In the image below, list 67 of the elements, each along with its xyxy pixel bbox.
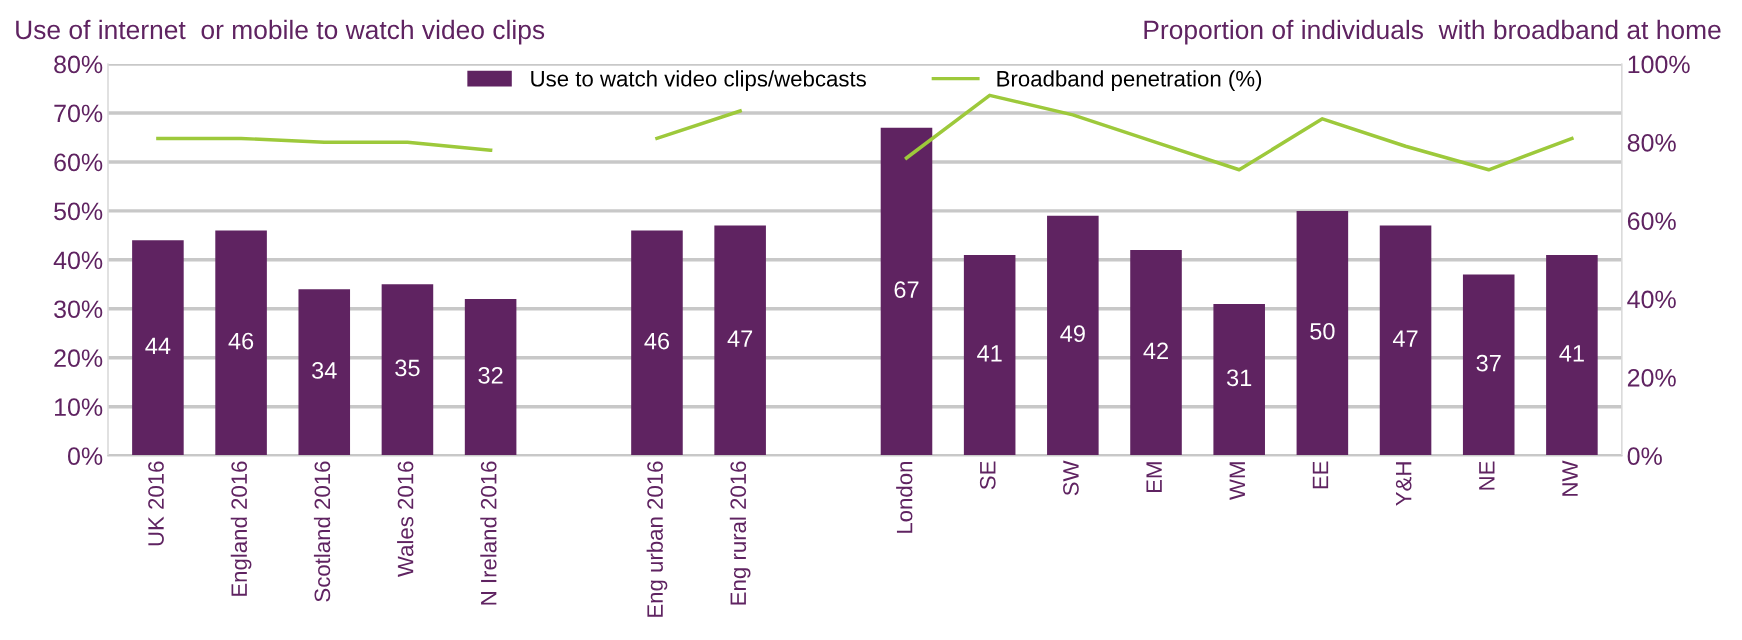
bar — [381, 284, 434, 456]
x-tick-label: Eng urban 2016 — [646, 461, 668, 617]
y2-tick-label: 60% — [1627, 212, 1676, 230]
bar — [1379, 225, 1432, 456]
x-tick-label: EM — [1146, 462, 1162, 493]
x-tick-label: Scotland 2016 — [313, 461, 331, 602]
bar — [464, 299, 517, 456]
bar — [215, 230, 267, 456]
data-label: 42 — [1143, 342, 1168, 359]
bar — [714, 225, 766, 456]
data-label: 44 — [145, 337, 171, 355]
x-tick-label: Y&H — [1395, 462, 1412, 506]
y-tick-label: 0% — [67, 447, 103, 465]
data-label: 41 — [1559, 345, 1584, 362]
data-label: 34 — [312, 362, 337, 379]
y2-tick-label: 0% — [1627, 447, 1662, 465]
data-label: 37 — [1476, 354, 1501, 372]
data-label: 47 — [727, 330, 753, 347]
x-tick-label: NW — [1562, 460, 1578, 496]
legend-label: Broadband penetration (%) — [997, 70, 1262, 92]
data-label: 47 — [1392, 330, 1418, 347]
data-label: 32 — [478, 366, 503, 384]
data-label: 50 — [1310, 322, 1335, 340]
y-tick-label: 30% — [54, 300, 103, 319]
y2-tick-label: 80% — [1627, 133, 1676, 152]
x-tick-label: EE — [1312, 461, 1329, 489]
data-label: 67 — [894, 281, 919, 298]
bar — [1546, 254, 1598, 456]
y-tick-label: 60% — [54, 153, 103, 172]
x-tick-label: UK 2016 — [148, 461, 164, 546]
y2-tick-label: 20% — [1627, 368, 1676, 387]
x-tick-label: London — [896, 461, 913, 533]
bar — [880, 127, 933, 456]
data-label: 49 — [1060, 325, 1085, 343]
bar — [132, 240, 184, 456]
y2-tick-label: 40% — [1627, 290, 1676, 309]
data-label: 46 — [228, 332, 254, 350]
bar — [1296, 210, 1349, 456]
data-label: 46 — [644, 332, 670, 350]
x-tick-label: NE — [1479, 461, 1495, 490]
y-tick-label: 40% — [53, 251, 103, 270]
bar — [631, 230, 683, 456]
y2-axis-title: Proportion of individuals with broadband at home — [1144, 19, 1721, 45]
x-tick-label: WM — [1229, 462, 1245, 500]
x-tick-label: N Ireland 2016 — [480, 461, 497, 605]
y-tick-label: 70% — [54, 104, 103, 123]
data-label: 35 — [395, 359, 420, 377]
x-tick-label: SW — [1063, 460, 1079, 496]
y-tick-label: 20% — [54, 349, 103, 368]
bar — [1130, 250, 1182, 456]
bar — [1213, 303, 1265, 456]
legend-label: Use to watch video clips/webcasts — [531, 70, 866, 92]
y-tick-label: 50% — [54, 202, 103, 221]
x-tick-label: England 2016 — [230, 461, 252, 596]
data-label: 41 — [977, 345, 1002, 362]
bar — [963, 254, 1016, 456]
bar — [1462, 274, 1515, 456]
x-tick-label: SE — [979, 461, 996, 490]
bar — [1047, 215, 1099, 456]
y2-tick-label: 100% — [1628, 55, 1690, 74]
y-axis-title: Use of internet or mobile to watch video clips — [16, 19, 545, 45]
data-label: 31 — [1226, 369, 1252, 387]
y-tick-label: 10% — [55, 398, 103, 417]
x-tick-label: Eng rural 2016 — [729, 461, 751, 605]
bar — [298, 289, 351, 456]
x-tick-label: Wales 2016 — [397, 461, 414, 577]
y-tick-label: 80% — [54, 55, 103, 74]
